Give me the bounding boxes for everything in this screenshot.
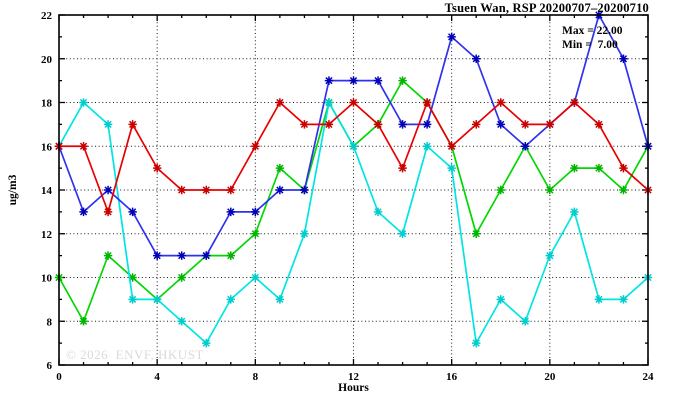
y-tick-labels: 6 8 10 12 14 16 18 20 22 <box>41 10 53 372</box>
min-value-label: Min = 7.00 <box>562 39 618 51</box>
y-tick-label: 18 <box>41 98 53 110</box>
y-tick-label: 20 <box>41 54 53 66</box>
series-cyan-markers <box>54 98 653 348</box>
x-tick-label: 4 <box>154 371 160 383</box>
y-tick-label: 16 <box>41 141 53 153</box>
y-tick-label: 10 <box>41 273 53 285</box>
y-tick-label: 6 <box>47 360 53 372</box>
x-axis-label: Hours <box>338 382 369 394</box>
y-axis-label: ug/m3 <box>7 174 19 206</box>
x-tick-label: 16 <box>446 371 458 383</box>
x-tick-label: 12 <box>348 371 360 383</box>
x-tick-label: 24 <box>643 371 655 383</box>
x-tick-labels: 0 4 8 12 16 20 24 <box>56 371 654 383</box>
x-tick-label: 8 <box>253 371 259 383</box>
y-tick-label: 14 <box>41 185 53 197</box>
y-tick-label: 22 <box>41 10 53 22</box>
max-min-annotation: Max = 22.00 Min = 7.00 <box>562 24 623 52</box>
y-tick-label: 8 <box>47 316 53 328</box>
plot-border <box>58 14 649 366</box>
x-tick-label: 0 <box>56 371 62 383</box>
chart-title: Tsuen Wan, RSP 20200707–20200710 <box>444 1 649 15</box>
x-tick-label: 20 <box>544 371 556 383</box>
axis-ticks <box>58 14 649 366</box>
series-cyan <box>54 98 653 348</box>
gridlines <box>59 15 648 365</box>
y-tick-label: 12 <box>41 229 53 241</box>
max-value-label: Max = 22.00 <box>562 25 623 37</box>
watermark: © 2026 ENVF, HKUST <box>66 347 204 362</box>
